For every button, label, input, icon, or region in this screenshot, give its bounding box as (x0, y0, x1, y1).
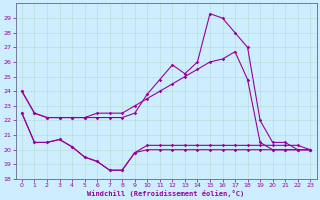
X-axis label: Windchill (Refroidissement éolien,°C): Windchill (Refroidissement éolien,°C) (87, 190, 245, 197)
